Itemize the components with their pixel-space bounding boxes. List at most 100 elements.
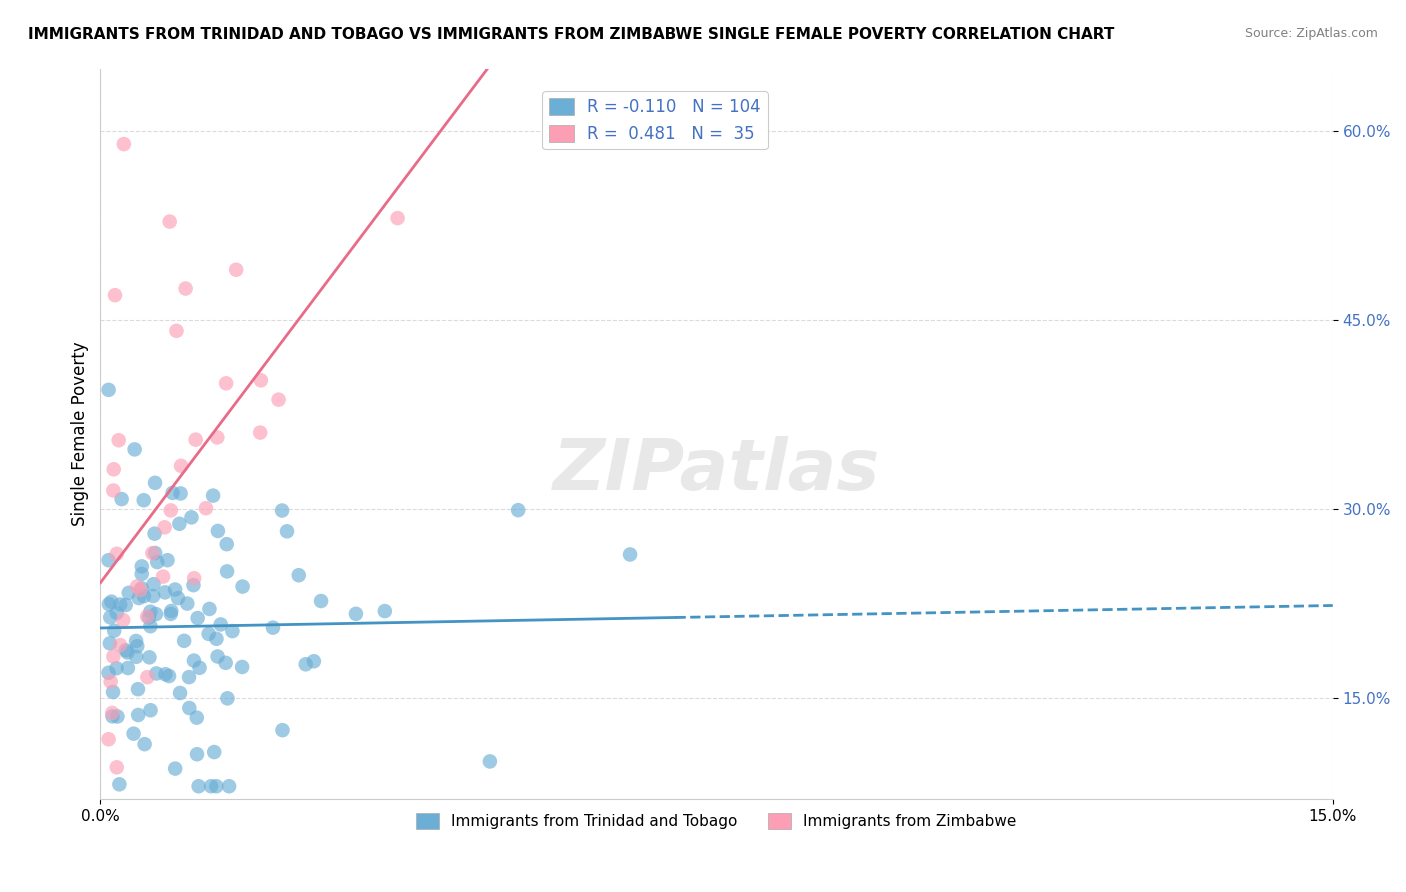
- Point: [143, 475, 166, 490]
- Point: [262, 621, 284, 635]
- Point: [132, 589, 155, 603]
- Point: [215, 537, 238, 551]
- Point: [127, 708, 149, 723]
- Point: [159, 607, 181, 621]
- Point: [180, 510, 202, 524]
- Point: [142, 589, 165, 603]
- Point: [169, 686, 191, 700]
- Point: [115, 643, 138, 657]
- Text: IMMIGRANTS FROM TRINIDAD AND TOBAGO VS IMMIGRANTS FROM ZIMBABWE SINGLE FEMALE PO: IMMIGRANTS FROM TRINIDAD AND TOBAGO VS I…: [28, 27, 1115, 42]
- Point: [156, 553, 179, 567]
- Point: [114, 598, 136, 612]
- Point: [188, 661, 211, 675]
- Point: [177, 670, 200, 684]
- Point: [209, 617, 232, 632]
- Point: [215, 565, 238, 579]
- Point: [139, 703, 162, 717]
- Text: ZIPatlas: ZIPatlas: [553, 435, 880, 505]
- Point: [232, 580, 254, 594]
- Point: [176, 597, 198, 611]
- Point: [105, 606, 128, 620]
- Point: [125, 649, 148, 664]
- Point: [108, 638, 131, 652]
- Point: [217, 691, 239, 706]
- Point: [344, 607, 367, 621]
- Point: [215, 376, 238, 391]
- Point: [103, 462, 125, 476]
- Point: [153, 585, 176, 599]
- Point: [215, 656, 238, 670]
- Point: [166, 324, 188, 338]
- Point: [184, 433, 207, 447]
- Point: [231, 660, 253, 674]
- Point: [271, 723, 294, 738]
- Point: [100, 594, 122, 608]
- Point: [136, 670, 159, 684]
- Point: [276, 524, 298, 539]
- Point: [200, 779, 222, 793]
- Point: [183, 578, 205, 592]
- Point: [105, 760, 128, 774]
- Point: [103, 624, 125, 638]
- Point: [183, 654, 205, 668]
- Point: [127, 639, 149, 653]
- Point: [218, 779, 240, 793]
- Point: [160, 604, 183, 618]
- Point: [143, 526, 166, 541]
- Point: [105, 547, 128, 561]
- Point: [267, 392, 290, 407]
- Point: [103, 483, 125, 498]
- Point: [271, 503, 294, 517]
- Point: [127, 682, 149, 697]
- Point: [250, 373, 273, 387]
- Point: [221, 624, 243, 639]
- Point: [159, 503, 181, 517]
- Point: [167, 591, 190, 606]
- Point: [186, 711, 208, 725]
- Text: Source: ZipAtlas.com: Source: ZipAtlas.com: [1244, 27, 1378, 40]
- Point: [207, 649, 229, 664]
- Point: [110, 598, 132, 612]
- Point: [107, 709, 129, 723]
- Point: [170, 458, 193, 473]
- Point: [162, 486, 184, 500]
- Point: [111, 492, 134, 507]
- Point: [104, 288, 127, 302]
- Point: [97, 732, 120, 747]
- Point: [118, 586, 141, 600]
- Point: [138, 650, 160, 665]
- Point: [508, 503, 530, 517]
- Point: [165, 582, 187, 597]
- Point: [141, 546, 163, 560]
- Point: [129, 582, 152, 597]
- Point: [128, 591, 150, 605]
- Point: [136, 609, 159, 624]
- Point: [287, 568, 309, 582]
- Point: [105, 661, 128, 675]
- Point: [101, 685, 124, 699]
- Point: [101, 709, 124, 723]
- Point: [186, 747, 208, 762]
- Point: [131, 582, 153, 596]
- Point: [207, 430, 229, 444]
- Point: [142, 577, 165, 591]
- Point: [125, 634, 148, 648]
- Point: [122, 726, 145, 740]
- Point: [145, 607, 167, 621]
- Point: [302, 654, 325, 668]
- Point: [124, 442, 146, 457]
- Point: [117, 661, 139, 675]
- Point: [187, 611, 209, 625]
- Point: [205, 632, 228, 646]
- Point: [112, 137, 135, 152]
- Point: [97, 553, 120, 567]
- Point: [205, 779, 228, 793]
- Point: [249, 425, 271, 440]
- Point: [179, 701, 201, 715]
- Point: [139, 619, 162, 633]
- Point: [152, 569, 174, 583]
- Legend: Immigrants from Trinidad and Tobago, Immigrants from Zimbabwe: Immigrants from Trinidad and Tobago, Imm…: [411, 806, 1024, 835]
- Point: [143, 546, 166, 560]
- Point: [202, 745, 225, 759]
- Point: [169, 516, 191, 531]
